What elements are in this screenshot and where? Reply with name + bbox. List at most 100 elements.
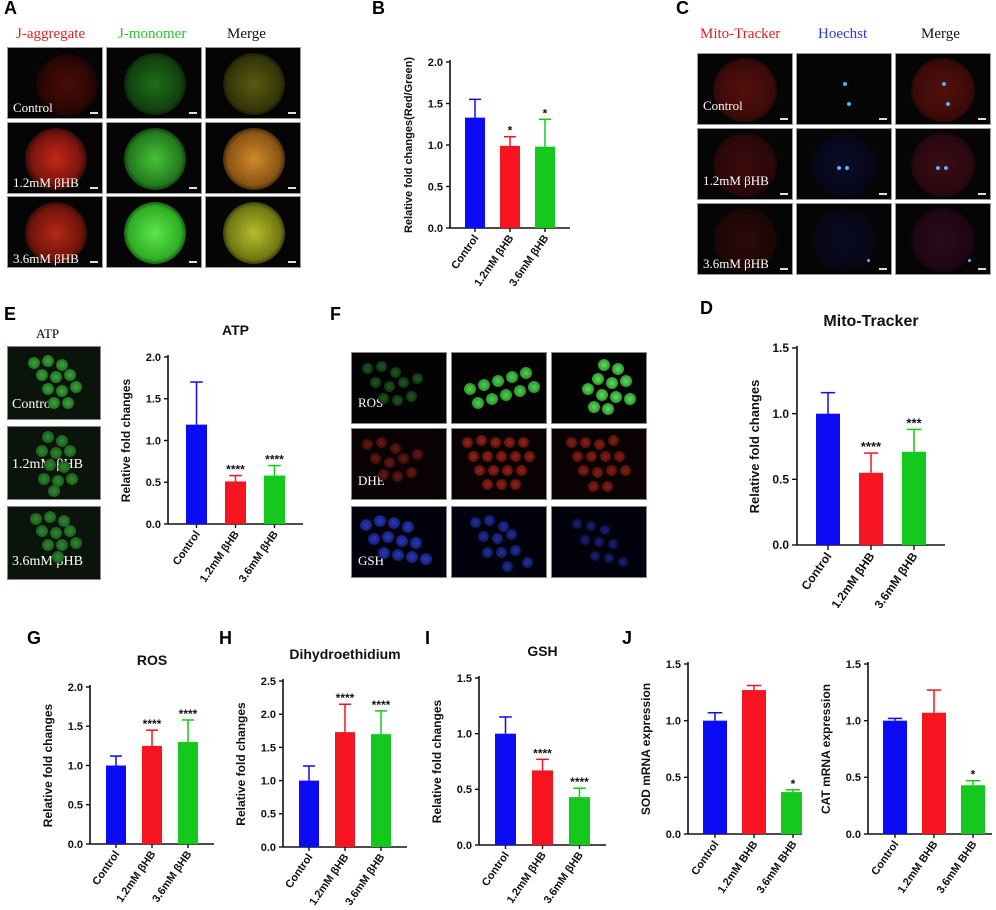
y-tick-label: 0.5 [666, 772, 681, 784]
cell-dot [492, 375, 504, 387]
cell-dot [378, 393, 389, 404]
cell-dot [48, 485, 60, 497]
y-axis-label: Relative fold changes [119, 378, 133, 502]
cell-dot [590, 551, 600, 561]
significance-label: * [508, 124, 513, 138]
cell-dot [612, 363, 624, 375]
y-tick-label: 1.0 [666, 716, 681, 728]
cell-dot [588, 481, 599, 492]
x-category-label: 3.6mM βHB [542, 850, 586, 906]
bar [106, 765, 126, 844]
bar [186, 424, 207, 524]
significance-label: * [791, 777, 796, 791]
significance-label: **** [533, 746, 552, 760]
significance-label: **** [336, 691, 355, 705]
cell-dot [516, 465, 527, 476]
y-tick-label: 2.0 [68, 682, 83, 694]
panel-label-f: F [330, 304, 341, 324]
y-axis-label: Relative fold changes [41, 703, 55, 827]
bar [816, 413, 840, 545]
a-row-label-control: Control [13, 100, 53, 115]
a-image-control-red: Control [7, 47, 103, 119]
x-category-label: 1.2mM BHB [716, 839, 761, 896]
cell-dot [56, 359, 68, 371]
cell-dot [624, 393, 636, 405]
cell-dot [594, 537, 604, 547]
cell-dot [506, 529, 517, 540]
cell-dot [464, 383, 476, 395]
c-image-high-blue [796, 203, 892, 275]
y-tick-label: 0.0 [146, 519, 161, 531]
y-tick-label: 2.5 [261, 676, 276, 688]
cell-dot [48, 397, 60, 409]
cell-dot [566, 437, 577, 448]
cell-dot [50, 371, 62, 383]
panel-label-a: A [4, 0, 17, 18]
cell-dot [374, 515, 386, 527]
cell-dot [514, 385, 526, 397]
y-tick-label: 0.5 [772, 473, 789, 487]
y-tick-label: 1.0 [68, 760, 83, 772]
cell-dot [42, 355, 54, 367]
cell-dot [468, 451, 479, 462]
y-tick-label: 0.5 [428, 181, 443, 193]
cell-dot [608, 435, 619, 446]
c-row-label-control: Control [703, 98, 743, 113]
y-tick-label: 1.5 [772, 341, 789, 355]
cell-dot [600, 525, 610, 535]
c-row-label-low: 1.2mM βHB [703, 173, 769, 188]
cell-dot [490, 437, 501, 448]
cell-dot [474, 465, 485, 476]
a-row-label-low: 1.2mM βHB [13, 175, 79, 190]
a-row-label-high: 3.6mM βHB [13, 251, 79, 266]
panel-label-d: D [700, 298, 713, 318]
cell-dot [580, 535, 590, 545]
c-image-high-red: 3.6mM βHB [697, 203, 793, 275]
bar [961, 785, 985, 834]
x-category-label: 1.2mM BHB [896, 839, 941, 896]
chart-g: ROS Relative fold changes 0.0 0.5 1.0 1.5 2.0 C… [41, 652, 214, 905]
f-image-dhe-control: DHE [351, 428, 447, 500]
cell-dot [604, 553, 614, 563]
cell-dot [482, 479, 493, 490]
f-image-ros-control: ROS [351, 352, 447, 424]
cell-dot [600, 451, 611, 462]
chart-i: GSH Relative fold changes 0.0 0.5 1.0 1.5 Cont… [430, 643, 606, 906]
cell-dot [520, 367, 532, 379]
y-axis-label: CAT mRNA expression [819, 684, 833, 814]
significance-label: **** [179, 707, 198, 721]
c-image-control-merge [895, 53, 991, 125]
significance-label: * [971, 768, 976, 782]
cell-dot [528, 381, 540, 393]
f-image-ros-high [551, 352, 647, 424]
x-category-label: 3.6mM BHB [935, 839, 980, 896]
a-image-low-red: 1.2mM βHB [7, 122, 103, 194]
f-image-gsh-high [551, 506, 647, 578]
cell-dot [606, 377, 618, 389]
cell-dot [370, 453, 381, 464]
cell-dot [594, 439, 605, 450]
cell-dot [496, 547, 507, 558]
y-tick-label: 1.5 [68, 721, 83, 733]
y-tick-label: 1.0 [428, 140, 443, 152]
bar [500, 145, 520, 228]
y-tick-label: 0.0 [428, 223, 443, 235]
cell-dot [462, 437, 473, 448]
cell-dot [498, 521, 509, 532]
y-axis-label: Relative fold changes [747, 380, 762, 514]
x-category-label: 1.2mM βHB [198, 529, 242, 585]
a-image-high-merge [205, 196, 301, 268]
c-image-control-blue [796, 53, 892, 125]
cell-dot [390, 443, 401, 454]
cell-dot [360, 519, 372, 531]
e-image-low: 1.2mM βHB [7, 426, 101, 500]
chart-e: ATP Relative fold changes 0.0 0.5 1.0 1.5 2.0 C… [119, 322, 303, 585]
y-axis-label: SOD mRNA expression [639, 683, 653, 815]
panel-label-h: H [219, 628, 232, 648]
cell-dot [42, 539, 54, 551]
cell-dot [586, 451, 597, 462]
y-tick-label: 0.0 [772, 538, 789, 552]
cell-dot [50, 527, 62, 539]
cell-dot [64, 525, 76, 537]
cell-dot [384, 381, 395, 392]
